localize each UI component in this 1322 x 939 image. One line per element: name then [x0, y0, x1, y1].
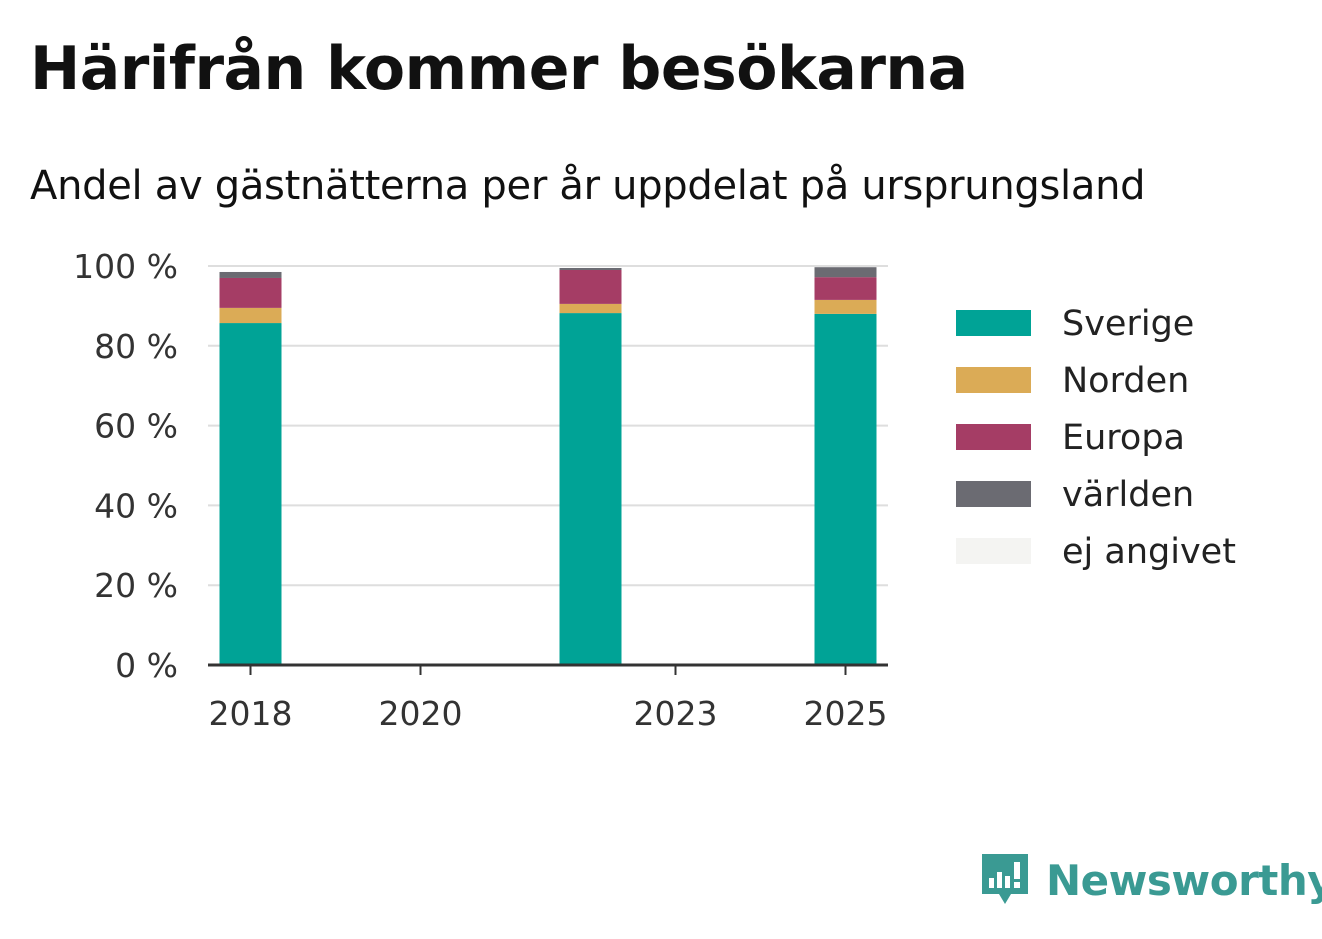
bar-segment-världen-2018 — [219, 271, 282, 278]
bar-segment-världen-2022 — [559, 267, 622, 270]
x-tick-label: 2025 — [804, 694, 888, 733]
legend-label-Norden: Norden — [1062, 361, 1189, 401]
x-tick-label: 2020 — [379, 694, 463, 733]
y-tick-label: 100 % — [73, 247, 178, 286]
legend: Sverige Norden Europa världen ej angivet — [956, 304, 1236, 572]
x-tick-label: 2023 — [634, 694, 718, 733]
y-tick-label: 20 % — [94, 566, 178, 605]
legend-label-världen: världen — [1062, 475, 1194, 515]
legend-swatch-ej-angivet — [956, 538, 1031, 564]
bar-segment-Europa-2018 — [219, 277, 282, 308]
bar-segment-Norden-2025 — [814, 299, 877, 314]
chart-subtitle: Andel av gästnätterna per år uppdelat på… — [30, 163, 1146, 209]
bar-segment-Europa-2025 — [814, 277, 877, 300]
legend-label-Sverige: Sverige — [1062, 304, 1194, 344]
bar-segment-Norden-2022 — [559, 303, 622, 314]
brand-logo: Newsworthy — [980, 850, 1322, 910]
bar-segment-Sverige-2022 — [559, 313, 622, 665]
brand-name: Newsworthy — [1046, 855, 1322, 905]
axes: 0 % 20 % 40 % 60 % 80 % 100 % 2018 2020 2023 2025 — [73, 247, 888, 733]
bars — [219, 267, 877, 665]
gridlines — [208, 265, 888, 587]
y-tick-label: 80 % — [94, 327, 178, 366]
legend-label-Europa: Europa — [1062, 418, 1185, 458]
legend-swatch-världen — [956, 481, 1031, 507]
x-tick-label: 2018 — [209, 694, 293, 733]
bar-segment-Europa-2022 — [559, 269, 622, 304]
bar-segment-Norden-2018 — [219, 307, 282, 324]
chart-title: Härifrån kommer besökarna — [30, 34, 968, 104]
bar-segment-världen-2025 — [814, 267, 877, 278]
legend-label-ej-angivet: ej angivet — [1062, 532, 1236, 572]
legend-swatch-Sverige — [956, 310, 1031, 336]
y-tick-label: 40 % — [94, 486, 178, 525]
bar-segment-Sverige-2018 — [219, 323, 282, 665]
legend-swatch-Norden — [956, 367, 1031, 393]
y-tick-label: 0 % — [115, 646, 178, 685]
newsworthy-logo-icon — [982, 854, 1028, 904]
y-tick-label: 60 % — [94, 407, 178, 446]
bar-segment-Sverige-2025 — [814, 313, 877, 665]
legend-swatch-Europa — [956, 424, 1031, 450]
